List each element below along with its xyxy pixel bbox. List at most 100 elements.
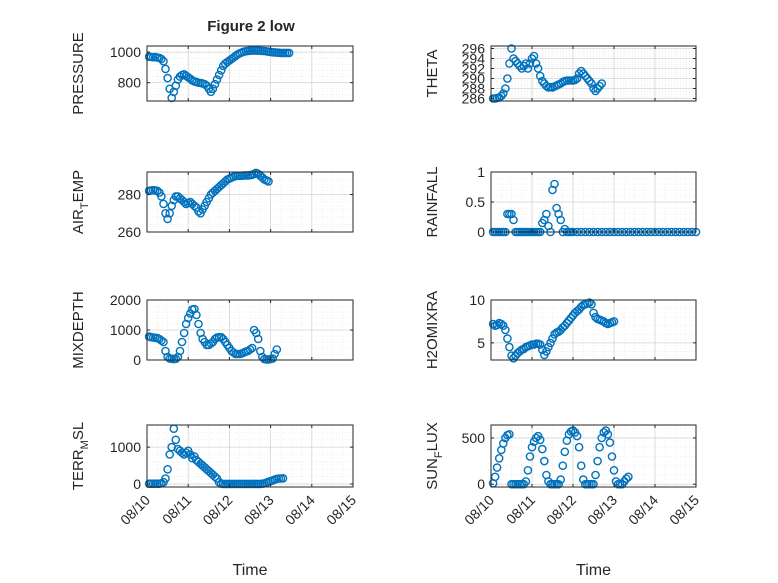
data-point [157,54,166,64]
data-point [570,75,580,85]
data-point [521,59,531,68]
data-point [523,465,533,475]
axes-box [146,424,354,488]
data-point [558,461,568,471]
y-tick-label: 0.5 [466,194,486,210]
x-tick-label: 08/11 [159,492,195,528]
y-tick-label: 1000 [110,322,141,338]
data-point [509,353,518,363]
data-point [572,74,582,83]
y-axis-label-part: PRESSURE [70,32,87,115]
data-point [542,81,551,91]
x-axis-label: Time [576,562,611,579]
y-axis-label-part: MIXDEPTH [70,291,87,369]
y-tick-label: 0 [477,224,485,240]
x-tick-label: 08/10 [461,492,497,528]
data-point [525,452,535,461]
y-tick-label: 5 [477,335,485,351]
y-axis-label: RAINFALL [424,167,441,238]
data-point [498,89,508,98]
data-point [501,84,510,93]
data-point [560,321,570,331]
data-point [492,320,502,330]
data-point [501,325,510,335]
y-tick-label: 288 [462,81,486,97]
data-point [159,57,168,66]
axes-box [490,299,697,361]
subplot-4: 0 0.5 1 RAINFALL [424,164,701,240]
data-point [498,439,508,448]
data-point [492,463,502,472]
y-axis-label-part: SL [70,422,87,440]
data-point [175,72,185,81]
axes-box [146,45,354,102]
y-tick-label: 1000 [110,44,141,60]
x-tick-label: 08/12 [199,492,235,528]
data-point [527,442,537,452]
subplot-3: 260 280 AIRTEMP [70,168,354,240]
x-tick-label: 08/11 [503,492,539,528]
data-point [177,337,187,347]
data-point [544,342,553,352]
data-point [622,474,631,484]
subplot-1: 800 1000 PRESSURE [70,32,354,115]
data-point [268,354,278,363]
data-point [229,348,238,357]
data-points [144,46,294,103]
y-tick-label: 1000 [110,439,141,455]
y-tick-label: 286 [462,91,486,107]
y-axis-label-part: SUN [424,458,441,490]
data-point [603,429,613,439]
data-point [505,429,514,439]
data-point [161,64,170,74]
data-point [503,334,512,343]
y-tick-label: 260 [118,224,142,240]
data-point [527,54,537,63]
y-axis-label-part: EMP [70,170,87,203]
data-point [509,54,518,63]
data-point [159,337,168,347]
data-point [523,64,533,73]
data-point [587,299,596,309]
y-axis-label-part: RAINFALL [424,167,441,238]
data-point [540,456,549,466]
data-point [607,452,617,461]
data-point [171,435,181,445]
data-point [595,81,604,91]
data-point [194,319,203,329]
y-tick-label: 0 [477,476,485,492]
data-point [609,465,619,475]
data-point [597,433,607,443]
data-point [546,338,555,348]
data-point [159,199,168,209]
data-point [533,64,543,73]
data-point [599,428,609,437]
data-point [503,74,512,83]
subplot-6: 5 10 H2OMIXRA [424,291,697,369]
data-point [157,336,166,345]
data-point [190,201,199,211]
data-point [554,479,563,489]
y-axis-label: PRESSURE [70,32,87,115]
data-point [576,66,586,76]
y-tick-label: 292 [462,61,486,77]
data-point [624,472,633,482]
data-point [531,59,541,68]
data-point [597,79,607,88]
grid [490,171,697,233]
data-point [152,186,162,196]
data-point [564,316,574,325]
data-point [157,192,166,201]
data-point [556,215,566,225]
y-axis-label-part: H2OMIXRA [424,291,441,369]
y-tick-label: 0 [133,352,141,368]
y-tick-label: 280 [118,187,142,203]
data-point [183,313,193,323]
data-point [593,456,602,466]
data-point [175,346,185,356]
data-point [216,66,226,75]
data-point [488,319,498,329]
data-point [556,475,566,484]
x-tick-label: 08/13 [584,492,620,528]
y-tick-label: 2000 [110,292,141,308]
